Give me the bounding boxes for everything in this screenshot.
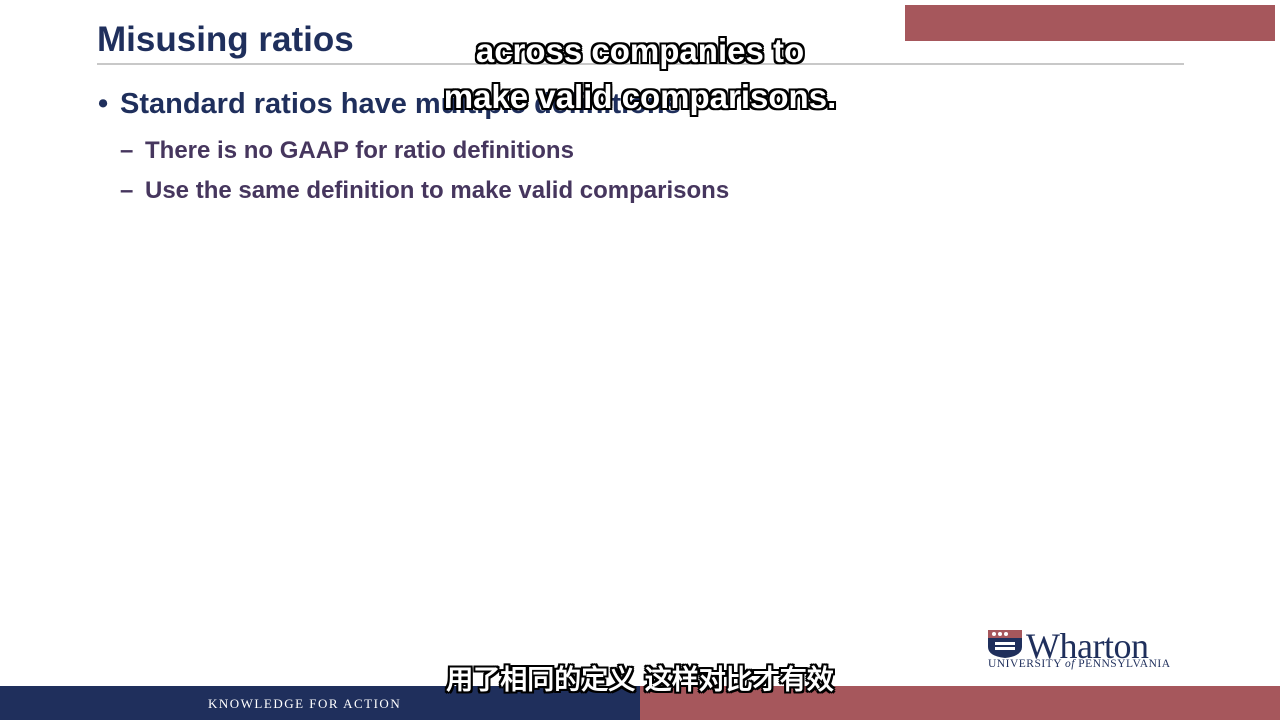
chinese-caption: 用了相同的定义 这样对比才有效 <box>446 665 834 696</box>
slide-title: Misusing ratios <box>97 20 354 59</box>
footer-left-band <box>0 686 640 720</box>
logo-subtitle: UNIVERSITY of PENNSYLVANIA <box>988 658 1171 670</box>
english-caption-line: across companies to <box>475 32 805 69</box>
logo-sub-university: UNIVERSITY <box>988 658 1062 670</box>
sub-bullet: – Use the same definition to make valid c… <box>120 177 729 205</box>
main-bullet-text: Standard ratios have multiple definition… <box>120 88 681 120</box>
main-bullet: • Standard ratios have multiple definitio… <box>98 88 681 121</box>
dash-marker: – <box>120 177 134 204</box>
bullet-marker: • <box>98 88 109 120</box>
dash-marker: – <box>120 137 134 164</box>
english-caption-line: make valid comparisons. <box>443 78 837 115</box>
shield-icon <box>988 630 1022 658</box>
top-right-accent-bar <box>905 5 1275 41</box>
wharton-logo: Wharton UNIVERSITY of PENNSYLVANIA <box>988 626 1193 677</box>
sub-bullet-text: Use the same definition to make valid co… <box>145 177 730 204</box>
sub-bullet-text: There is no GAAP for ratio definitions <box>145 137 574 164</box>
footer-tagline: KNOWLEDGE FOR ACTION <box>208 696 402 711</box>
logo-sub-of: of <box>1064 658 1075 670</box>
logo-sub-pennsylvania: PENNSYLVANIA <box>1078 658 1171 670</box>
english-caption: across companies to make valid compariso… <box>440 28 840 120</box>
logo-wordmark: Wharton <box>1026 626 1149 666</box>
footer-right-band <box>640 686 1280 720</box>
title-divider <box>97 63 1184 65</box>
sub-bullet: – There is no GAAP for ratio definitions <box>120 137 574 165</box>
